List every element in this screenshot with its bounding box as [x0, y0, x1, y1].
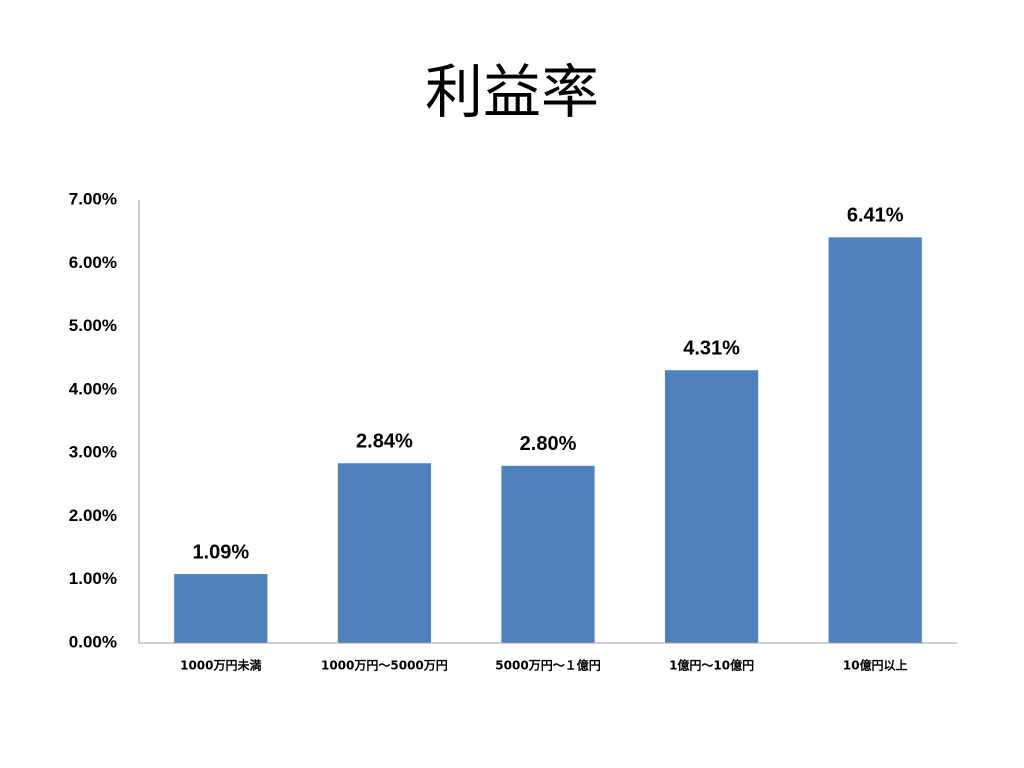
bar — [174, 574, 268, 643]
bar — [664, 370, 759, 643]
bar — [501, 465, 595, 643]
bar — [337, 463, 432, 643]
bar — [828, 237, 922, 644]
y-tick-label: 6.00% — [69, 253, 117, 272]
y-tick-label: 5.00% — [69, 316, 117, 335]
x-tick-label: 5000万円～１億円 — [495, 658, 600, 673]
y-tick-label: 4.00% — [69, 379, 117, 398]
y-tick-label: 2.00% — [69, 506, 117, 525]
x-tick-label: 10億円以上 — [843, 658, 908, 673]
data-label: 2.84% — [356, 431, 413, 453]
y-tick-label: 0.00% — [69, 632, 117, 651]
y-tick-label: 3.00% — [69, 443, 117, 462]
y-tick-label: 7.00% — [69, 189, 117, 208]
x-tick-label: 1億円～10億円 — [669, 658, 754, 673]
y-tick-label: 1.00% — [69, 569, 117, 588]
x-tick-label: 1000万円未満 — [180, 658, 261, 673]
data-label: 6.41% — [847, 205, 904, 227]
data-label: 2.80% — [520, 433, 577, 455]
data-label: 4.31% — [683, 338, 740, 360]
data-label: 1.09% — [192, 541, 249, 563]
x-tick-label: 1000万円～5000万円 — [321, 659, 448, 673]
chart-title: 利益率 — [425, 58, 599, 126]
